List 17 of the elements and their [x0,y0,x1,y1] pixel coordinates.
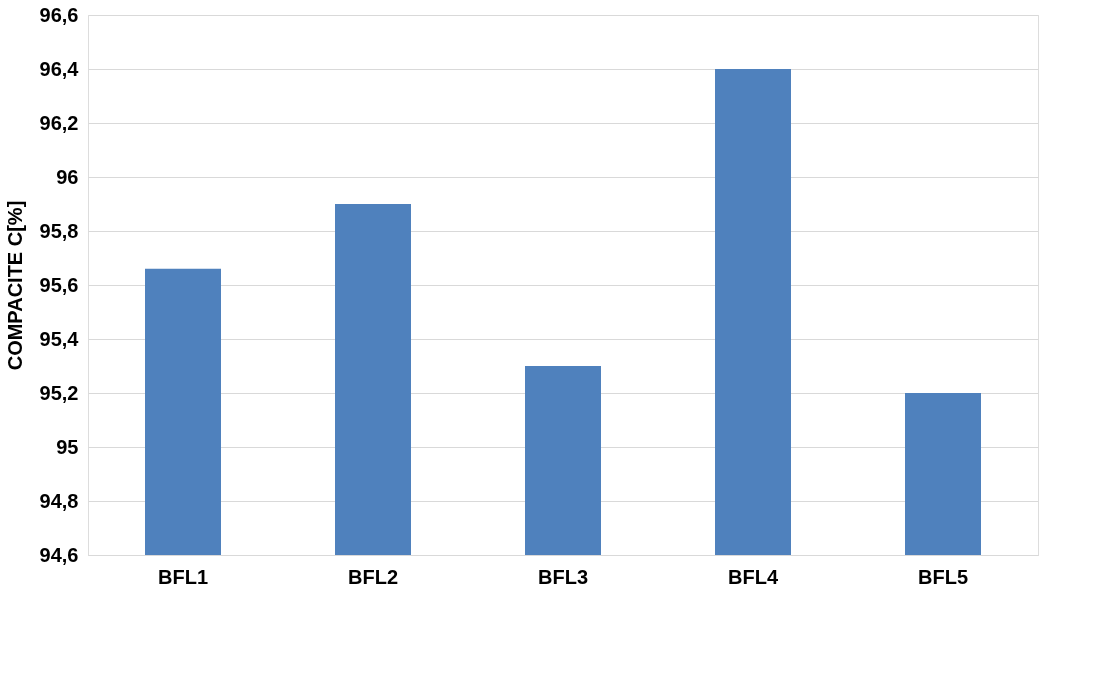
x-tick-label: BFL5 [918,565,968,588]
y-tick-label: 95,4 [39,327,80,350]
y-tick-label: 96,4 [39,57,80,80]
y-tick-label: 95,2 [39,381,79,404]
y-axis-title: COMPACITE C[%] [3,200,26,371]
y-tick-label: 95,6 [39,273,79,296]
y-tick-label: 94,8 [39,489,79,512]
y-tick-label: 95 [56,435,79,458]
x-tick-label: BFL3 [538,565,588,588]
y-tick-label: 95,8 [39,219,79,242]
y-tick-label: 96,2 [39,111,79,134]
y-tick-label: 96,6 [39,3,79,26]
x-tick-label: BFL1 [158,565,208,588]
x-tick-label: BFL2 [348,565,398,588]
y-tick-label: 96 [56,165,79,188]
y-tick-label: 94,6 [39,543,79,566]
x-tick-label: BFL4 [728,565,779,588]
